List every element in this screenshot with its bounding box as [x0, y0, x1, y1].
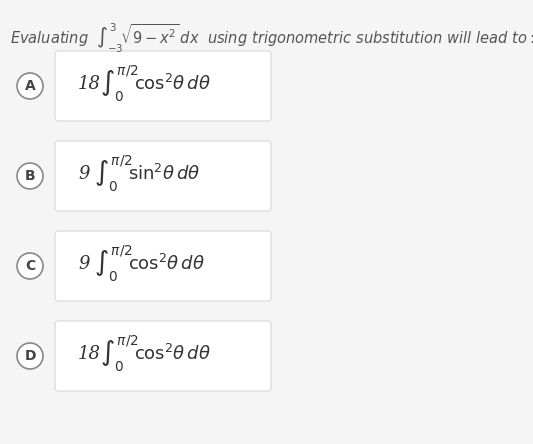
- FancyBboxPatch shape: [55, 321, 271, 391]
- FancyBboxPatch shape: [55, 141, 271, 211]
- Text: A: A: [25, 79, 35, 93]
- Text: $\int_{0}^{\pi/2}$: $\int_{0}^{\pi/2}$: [94, 154, 132, 194]
- FancyBboxPatch shape: [55, 51, 271, 121]
- Text: B: B: [25, 169, 35, 183]
- Text: $\it{Evaluating}$  $\int_{-3}^{3}\!\sqrt{9-x^2}\,dx$  $\it{using\ trigonometric\: $\it{Evaluating}$ $\int_{-3}^{3}\!\sqrt{…: [10, 22, 533, 56]
- Text: C: C: [25, 259, 35, 273]
- Circle shape: [17, 343, 43, 369]
- Text: 9: 9: [78, 165, 90, 183]
- Text: $\sin^2\!\theta\, d\theta$: $\sin^2\!\theta\, d\theta$: [128, 164, 200, 184]
- Text: 9: 9: [78, 255, 90, 273]
- Text: $\cos^2\!\theta\, d\theta$: $\cos^2\!\theta\, d\theta$: [134, 74, 211, 94]
- FancyBboxPatch shape: [55, 231, 271, 301]
- Circle shape: [17, 163, 43, 189]
- Circle shape: [17, 253, 43, 279]
- Text: $\cos^2\!\theta\, d\theta$: $\cos^2\!\theta\, d\theta$: [134, 344, 211, 364]
- Text: 18: 18: [78, 345, 101, 363]
- Text: $\cos^2\!\theta\, d\theta$: $\cos^2\!\theta\, d\theta$: [128, 254, 205, 274]
- Text: 18: 18: [78, 75, 101, 93]
- Text: $\int_{0}^{\pi/2}$: $\int_{0}^{\pi/2}$: [100, 64, 139, 104]
- Text: $\int_{0}^{\pi/2}$: $\int_{0}^{\pi/2}$: [100, 334, 139, 374]
- Text: D: D: [24, 349, 36, 363]
- Circle shape: [17, 73, 43, 99]
- Text: $\int_{0}^{\pi/2}$: $\int_{0}^{\pi/2}$: [94, 244, 132, 284]
